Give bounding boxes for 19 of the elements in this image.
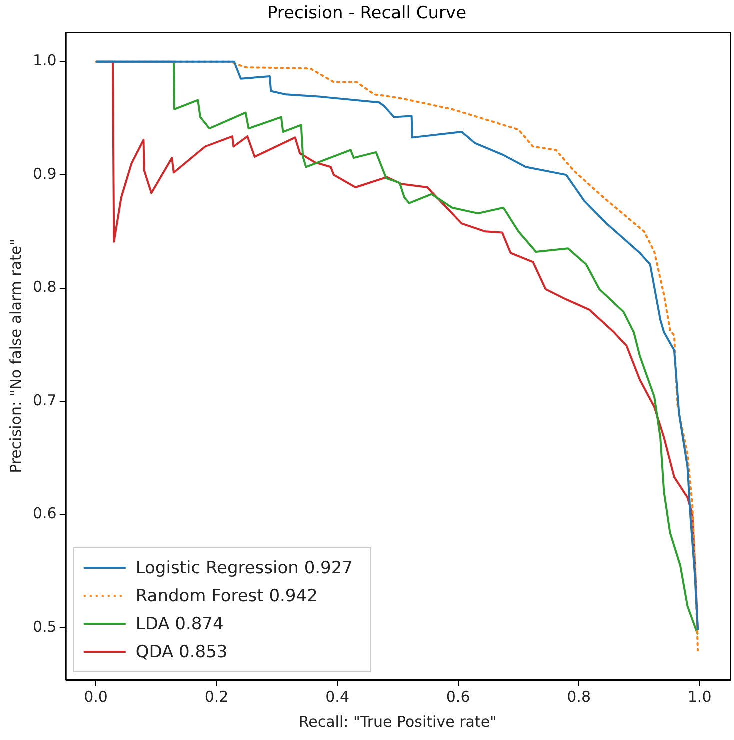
legend-label: Random Forest 0.942 bbox=[136, 586, 318, 606]
x-tick-label: 1.0 bbox=[688, 688, 712, 706]
x-tick-label: 0.8 bbox=[567, 688, 591, 706]
y-tick-label: 0.9 bbox=[32, 164, 57, 183]
x-tick-label: 0.6 bbox=[446, 688, 470, 706]
legend-label: QDA 0.853 bbox=[136, 642, 228, 662]
chart-title: Precision - Recall Curve bbox=[267, 4, 467, 24]
y-tick-label: 0.8 bbox=[32, 278, 57, 296]
y-tick-label: 0.6 bbox=[32, 504, 57, 523]
legend-label: LDA 0.874 bbox=[136, 614, 224, 634]
x-axis-title: Recall: "True Positive rate" bbox=[298, 712, 497, 731]
x-tick-label: 0.4 bbox=[326, 688, 350, 706]
y-tick-label: 0.7 bbox=[32, 391, 57, 410]
y-axis-title: Precision: "No false alarm rate" bbox=[6, 238, 25, 474]
y-tick-label: 0.5 bbox=[32, 618, 57, 636]
y-tick-label: 1.0 bbox=[32, 52, 57, 70]
legend-label: Logistic Regression 0.927 bbox=[136, 558, 353, 578]
x-tick-label: 0.0 bbox=[84, 688, 108, 706]
x-tick-label: 0.2 bbox=[204, 688, 229, 706]
